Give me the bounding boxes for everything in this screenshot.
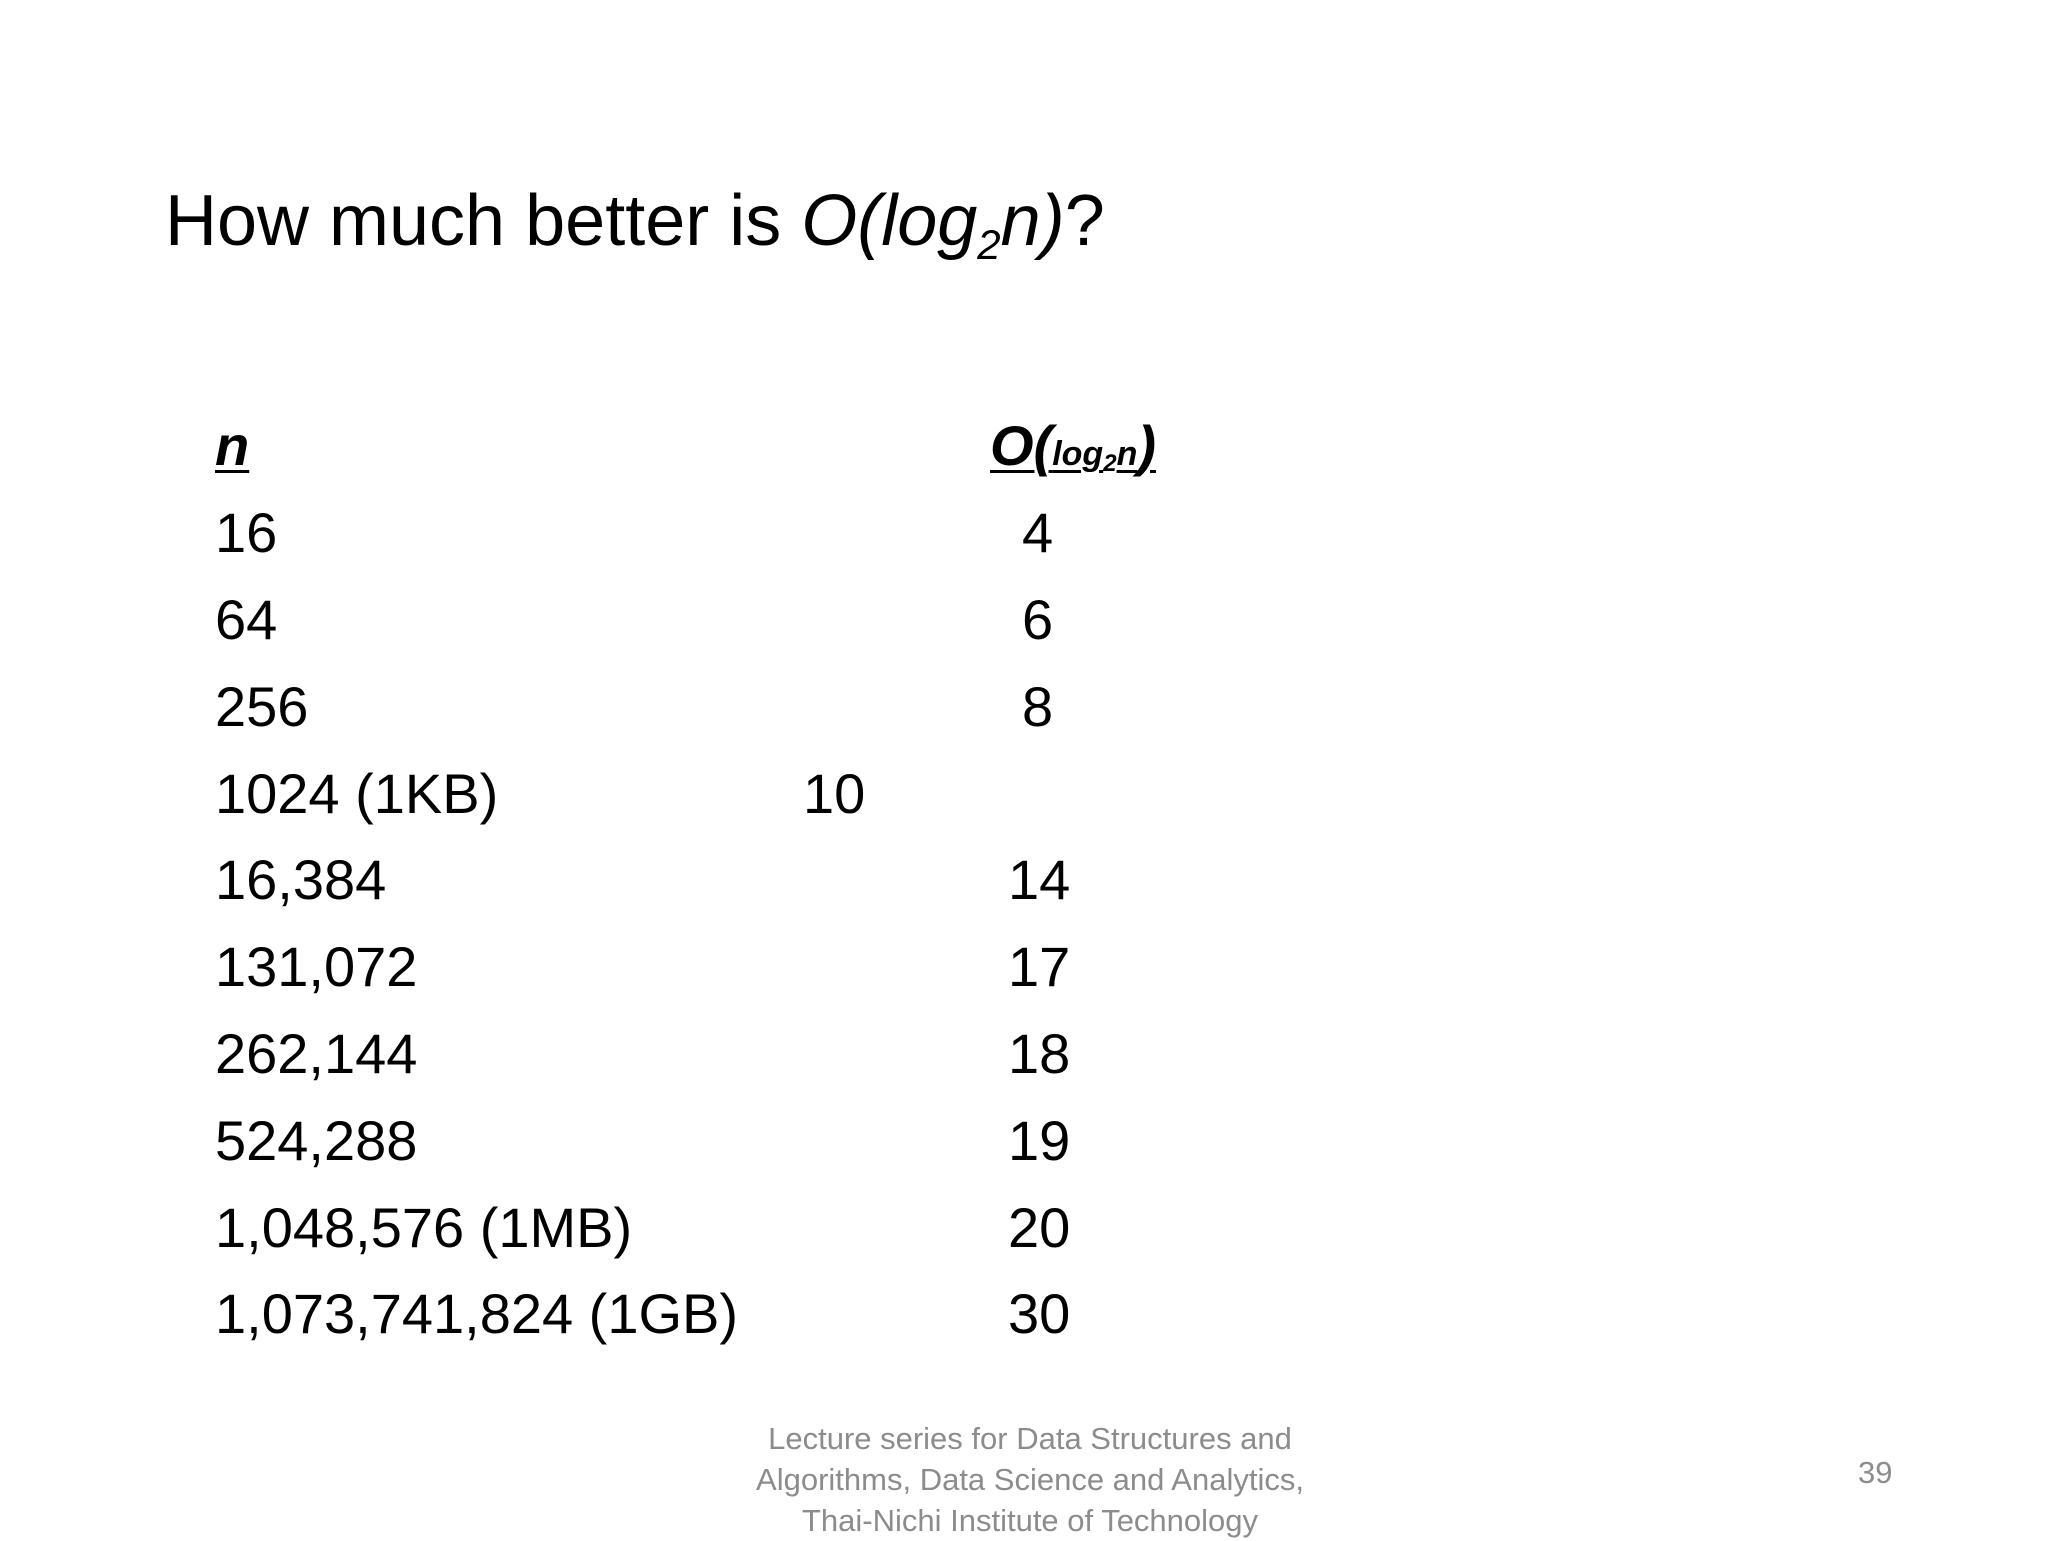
row-4-n: 16,384	[215, 848, 387, 911]
row-9-o: 30	[1008, 1282, 1071, 1345]
footer-line-3: Thai-Nichi Institute of Technology	[801, 1503, 1259, 1538]
row-1-o: 6	[1022, 588, 1054, 651]
row-0-n: 16	[215, 501, 278, 564]
row-0-o: 4	[1022, 501, 1054, 564]
footer-line-1: Lecture series for Data Structures and	[768, 1421, 1292, 1456]
header-o-n: n	[1116, 435, 1138, 473]
title-expr-start: O(log	[801, 181, 978, 261]
row-7-o: 19	[1008, 1109, 1071, 1172]
row-3-o: 10	[803, 762, 866, 825]
header-o-subscript: 2	[1103, 450, 1117, 477]
title-subscript: 2	[977, 221, 1001, 268]
row-5-o: 17	[1008, 935, 1071, 998]
row-2-o: 8	[1022, 675, 1054, 738]
row-9-n: 1,073,741,824 (1GB)	[215, 1282, 739, 1345]
title-expr-end: n)	[1000, 181, 1065, 261]
title-suffix: ?	[1064, 181, 1105, 261]
column-header-big-o: O(log2n)	[990, 418, 1156, 477]
row-8-o: 20	[1008, 1196, 1071, 1259]
footer-credit: Lecture series for Data Structures and A…	[700, 1418, 1360, 1541]
page-number: 39	[1858, 1455, 1893, 1490]
row-1-n: 64	[215, 588, 278, 651]
row-6-n: 262,144	[215, 1022, 418, 1085]
header-o-log: log	[1052, 435, 1104, 473]
row-5-n: 131,072	[215, 935, 418, 998]
column-header-n: n	[215, 414, 250, 477]
footer-line-2: Algorithms, Data Science and Analytics,	[756, 1462, 1304, 1497]
row-6-o: 18	[1008, 1022, 1071, 1085]
title-prefix: How much better is	[165, 181, 802, 261]
slide-title: How much better is O(log2n)?	[165, 185, 1105, 266]
row-4-o: 14	[1008, 848, 1071, 911]
row-3-n: 1024 (1KB)	[215, 762, 499, 825]
row-7-n: 524,288	[215, 1109, 418, 1172]
row-8-n: 1,048,576 (1MB)	[215, 1196, 633, 1259]
header-o-close: )	[1137, 414, 1156, 477]
row-2-n: 256	[215, 675, 309, 738]
header-o-open: O(	[990, 414, 1053, 477]
